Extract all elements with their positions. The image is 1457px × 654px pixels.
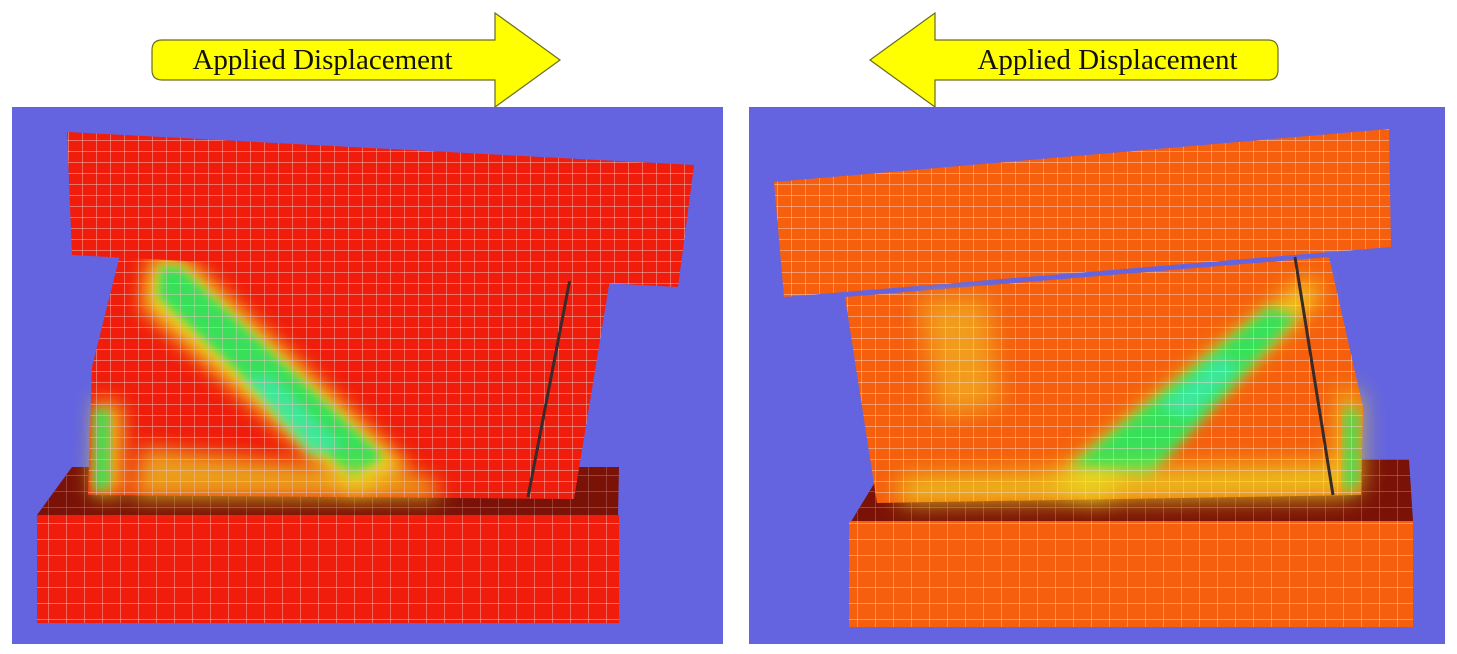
left-fem-model (12, 107, 723, 644)
left-model-panel (12, 107, 723, 644)
wall-panel (845, 256, 1363, 503)
applied-displacement-label-right: Applied Displacement (192, 43, 453, 76)
applied-displacement-label-left: Applied Displacement (977, 43, 1238, 76)
arrow-right-shape (151, 11, 562, 109)
top-beam (67, 132, 694, 287)
right-fem-model (749, 107, 1445, 644)
top-beam (774, 129, 1391, 297)
crack-line (526, 278, 572, 498)
base-block (37, 467, 619, 623)
right-model-panel (749, 107, 1445, 644)
crack-line (1293, 256, 1335, 496)
wall-panel (88, 255, 610, 499)
arrow-left-shape (868, 11, 1279, 109)
applied-displacement-arrow-right: Applied Displacement (150, 11, 562, 109)
applied-displacement-arrow-left: Applied Displacement (868, 11, 1280, 109)
